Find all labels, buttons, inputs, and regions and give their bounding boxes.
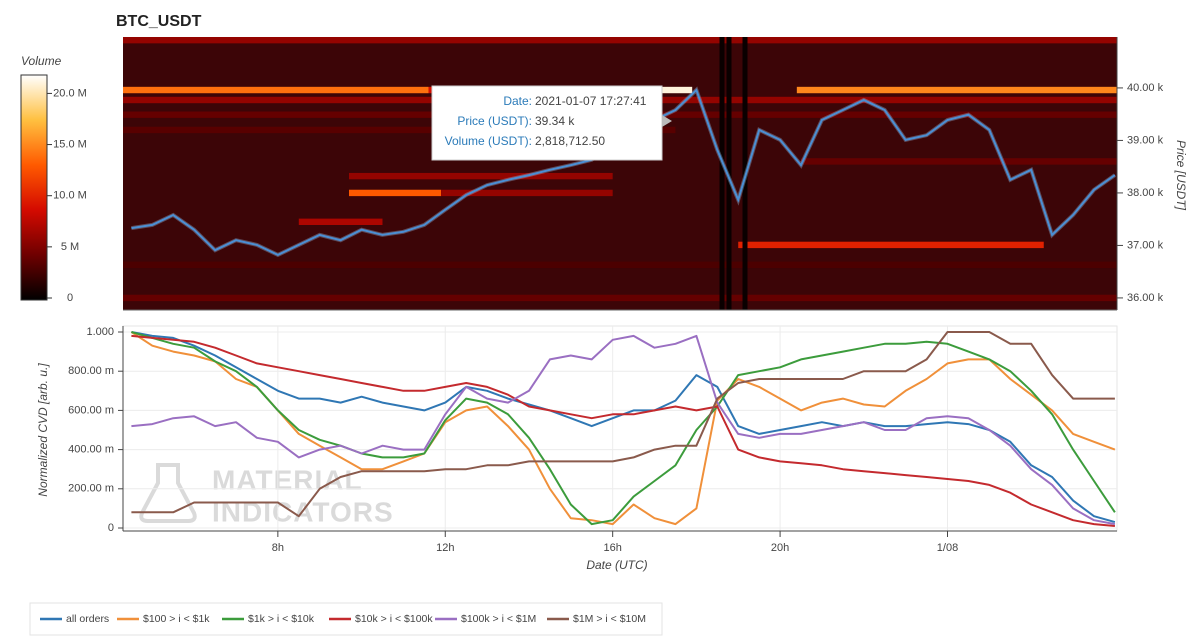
heatmap-cell [796, 86, 1117, 94]
tooltip-box [431, 85, 663, 161]
legend-label: $1M > i < $10M [573, 613, 646, 625]
watermark-icon [139, 463, 197, 523]
heatmap-background [123, 37, 1117, 310]
legend-items: all orders $100 > i < $1k $1k > i < $10k $1… [40, 613, 646, 625]
colorbar-tick-label: 0 [67, 292, 73, 304]
heatmap-cell [654, 86, 693, 94]
y-tick-label: 1.000 [86, 326, 114, 338]
heatmap-cell [123, 126, 676, 134]
data-gap [719, 37, 725, 310]
colorbar-tick-label: 5 M [61, 241, 79, 253]
colorbar-tick-label: 20.0 M [53, 87, 87, 99]
data-gap [726, 37, 732, 310]
tooltip-value: 2,818,712.50 [535, 134, 605, 148]
tooltip-label: Volume (USDT): [445, 134, 532, 148]
x-axis-label: Date (UTC) [586, 558, 647, 572]
tooltip-label: Price (USDT): [457, 114, 532, 128]
legend-label: $100 > i < $1k [143, 613, 210, 625]
cvd-line [131, 334, 1116, 526]
heatmap-cell [123, 86, 429, 94]
y-tick-label: 200.00 m [68, 483, 114, 495]
heatmap-cell [123, 261, 1117, 269]
colorbar-tick-label: 15.0 M [53, 138, 87, 150]
y-tick-label: 37.00 k [1127, 239, 1164, 251]
heatmap-cell [123, 37, 1117, 44]
heatmap-cell [298, 218, 383, 225]
cvd-line [131, 331, 1116, 526]
x-tick-label: 12h [436, 542, 454, 554]
watermark-text: MATERIAL [212, 464, 363, 495]
y-tick-label: 39.00 k [1127, 134, 1164, 146]
price-axis-label: Price [USDT] [1174, 140, 1188, 211]
legend-label: all orders [66, 613, 109, 625]
x-tick-label: 8h [272, 542, 284, 554]
x-tick-label: 20h [771, 542, 789, 554]
heatmap-cell [801, 158, 1117, 165]
y-tick-label: 0 [108, 522, 114, 534]
y-tick-label: 40.00 k [1127, 82, 1164, 94]
y-tick-label: 800.00 m [68, 365, 114, 377]
tooltip-value: 39.34 k [535, 114, 575, 128]
cvd-line [131, 334, 1115, 527]
legend-label: $10k > i < $100k [355, 613, 433, 625]
data-gap [742, 37, 748, 310]
x-tick-label: 16h [603, 542, 621, 554]
chart-title: BTC_USDT [116, 13, 202, 30]
legend-label: $1k > i < $10k [248, 613, 315, 625]
y-tick-label: 400.00 m [68, 444, 114, 456]
heatmap-cell [738, 241, 1044, 249]
colorbar [20, 74, 48, 301]
colorbar-label: Volume [21, 54, 62, 68]
heatmap-cell [123, 294, 1117, 302]
heatmap-cell [349, 189, 442, 197]
legend-label: $100k > i < $1M [461, 613, 536, 625]
tooltip-value: 2021-01-07 17:27:41 [535, 94, 647, 108]
heatmap-cell [349, 172, 613, 180]
tooltip-label: Date: [503, 94, 532, 108]
cvd-line [131, 331, 1115, 518]
y-tick-label: 600.00 m [68, 404, 114, 416]
tooltip-pointer [662, 115, 672, 127]
y-tick-label: 36.00 k [1127, 292, 1164, 304]
heatmap-cell [441, 189, 613, 197]
cvd-plot-area [122, 325, 1118, 532]
cvd-line [130, 331, 1116, 526]
cvd-lines [130, 331, 1116, 527]
x-tick-label: 1/08 [937, 542, 958, 554]
colorbar-tick-label: 10.0 M [53, 190, 87, 202]
y-tick-label: 38.00 k [1127, 187, 1164, 199]
y-axis-label: Normalized CVD [arb. u.] [36, 363, 50, 497]
